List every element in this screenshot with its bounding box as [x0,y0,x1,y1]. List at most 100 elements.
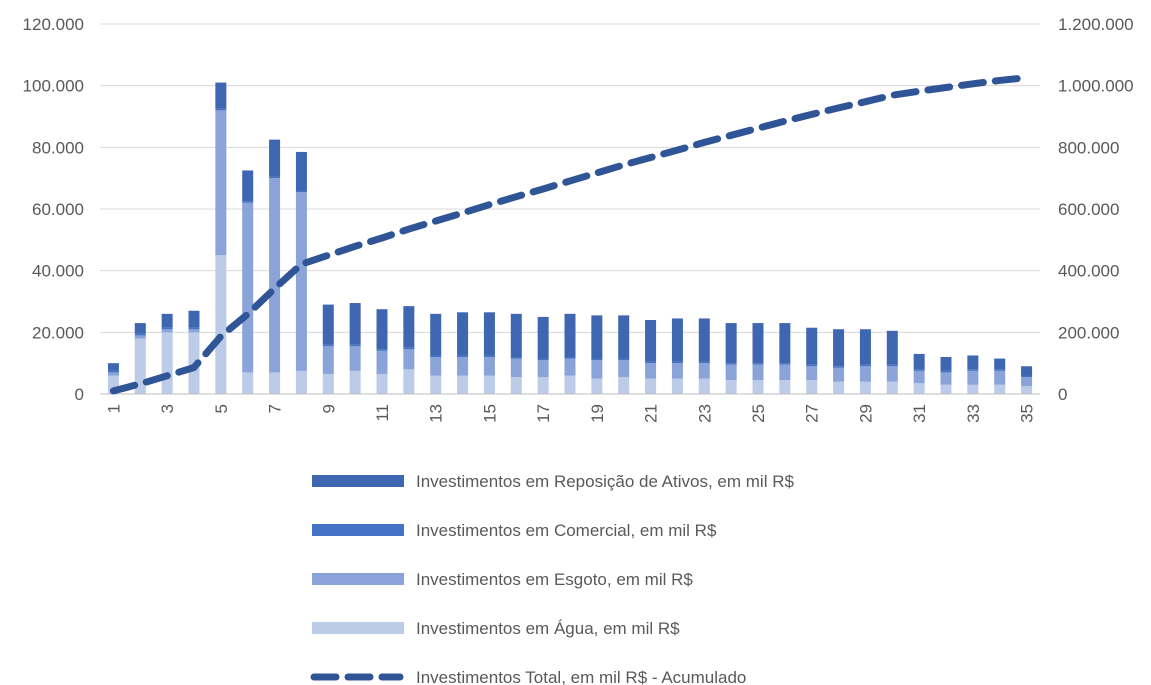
bar-segment [349,346,361,371]
bar-segment [1021,377,1033,387]
bar-segment [591,360,603,379]
bar-segment [994,358,1006,370]
bar-segment [537,316,549,359]
bar-segment [403,349,415,370]
y-left-tick-label: 100.000 [23,77,84,96]
bar-segment [940,370,952,373]
bar-segment [886,364,898,367]
legend-label: Investimentos em Comercial, em mil R$ [416,521,717,540]
bar-segment [618,315,630,359]
bar-segment [913,353,925,370]
bar-segment [215,255,227,394]
bar-segment [806,327,818,365]
x-tick-label: 25 [749,404,768,423]
bar-segment [671,361,683,364]
bar-segment [107,375,119,394]
bar-segment [537,360,549,378]
bar-segment [1021,375,1033,378]
x-tick-label: 11 [373,404,392,422]
bar-segment [269,178,281,373]
bar-segment [940,357,952,371]
cumulative-line [109,74,1031,395]
bar-segment [779,363,791,365]
bar-segment [913,383,925,394]
bar-segment [725,363,737,365]
bar-segment [886,366,898,382]
bar-segment [510,377,522,394]
bar-segment [188,329,200,333]
bar-segment [967,370,979,385]
bar-segment [833,366,845,368]
bar-segment [698,363,710,379]
bar-segment [564,313,576,357]
x-tick-label: 17 [534,404,553,423]
bar-segment [269,176,281,179]
bar-segment [752,363,764,365]
y-right-tick-label: 600.000 [1058,200,1119,219]
y-left-tick-label: 60.000 [32,200,84,219]
bar-segment [134,335,146,339]
legend-label: Investimentos em Esgoto, em mil R$ [416,570,693,589]
bar-segment [430,357,442,376]
legend-label: Investimentos Total, em mil R$ - Acumula… [416,668,746,685]
legend-label: Investimentos em Reposição de Ativos, em… [416,472,794,491]
bar-segment [645,378,657,394]
bar-segment [376,349,388,351]
bar-segment [403,347,415,350]
y-right-tick-label: 200.000 [1058,323,1119,342]
x-tick-label: 23 [695,404,714,423]
x-tick-label: 21 [642,404,661,423]
x-tick-label: 29 [856,404,875,423]
bar-segment [403,306,415,348]
bar-segment [994,384,1006,394]
bar-segment [457,355,469,357]
bar-segment [779,323,791,364]
bar-segment [591,315,603,359]
bar-segment [242,202,254,373]
bar-segment [618,377,630,394]
bar-segment [698,361,710,364]
bar-segment [645,320,657,362]
x-tick-label: 1 [104,404,123,413]
bar-segment [510,357,522,359]
bar-segment [967,369,979,371]
bar-segment [1021,366,1033,376]
bar-segment [295,151,307,191]
bar-segment [752,380,764,394]
bar-segment [107,372,119,376]
bar-segment [994,370,1006,385]
bar-segment [886,381,898,394]
y-right-tick-label: 1.000.000 [1058,77,1134,96]
bar-segment [671,378,683,394]
bar-segment [269,139,281,177]
bar-segment [779,364,791,381]
bar-segment [161,329,173,333]
x-tick-label: 3 [158,404,177,413]
bar-segment [833,381,845,394]
bar-segment [349,344,361,347]
bar-segment [886,330,898,365]
x-tick-label: 9 [319,404,338,413]
y-right-tick-label: 400.000 [1058,262,1119,281]
bar-segment [161,332,173,394]
bar-segment [671,363,683,379]
bar-segment [161,313,173,328]
bar-segment [564,375,576,394]
bar-segment [859,366,871,382]
bar-segment [537,377,549,394]
legend-swatch [312,622,404,634]
bar-segment [134,323,146,334]
bar-segment [671,318,683,362]
bar-segment [430,375,442,394]
bar-segment [457,357,469,376]
bar-segment [510,358,522,378]
bar-segment [376,350,388,374]
bar-segment [215,82,227,109]
x-tick-label: 19 [588,404,607,423]
bar-segment [725,323,737,364]
bar-segment [188,327,200,330]
bar-segment [242,170,254,202]
legend-label: Investimentos em Água, em mil R$ [416,619,680,638]
